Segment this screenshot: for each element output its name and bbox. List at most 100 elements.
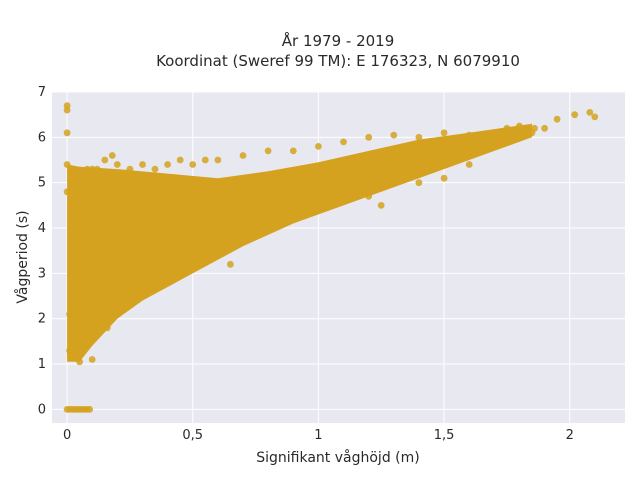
data-point (76, 358, 83, 366)
data-point (96, 215, 104, 223)
data-point (81, 229, 89, 237)
x-tick-labels: 0 0,5 1 1,5 2 (63, 428, 574, 443)
x-tick-label: 0 (63, 428, 71, 443)
data-point (101, 301, 109, 309)
data-point (415, 179, 423, 187)
dense-point-cloud (67, 123, 532, 362)
data-point (113, 161, 121, 168)
data-point (201, 192, 209, 200)
x-tick-label: 0,5 (182, 428, 203, 443)
data-point (377, 202, 385, 209)
data-point (365, 192, 373, 200)
y-tick-label: 6 (38, 130, 46, 145)
data-point (553, 115, 561, 123)
data-point (227, 260, 234, 268)
data-point (490, 138, 498, 146)
data-point (86, 220, 94, 227)
data-point (428, 152, 435, 159)
y-axis-title: Vågperiod (s) (14, 210, 31, 303)
data-point (315, 206, 322, 214)
data-point (289, 179, 297, 187)
data-point (76, 170, 83, 178)
data-point (93, 270, 101, 277)
y-tick-label: 5 (38, 176, 46, 191)
data-point (86, 406, 94, 413)
data-point (66, 310, 73, 318)
data-point (126, 165, 134, 173)
data-point (126, 215, 134, 223)
data-point (63, 129, 71, 137)
data-point (63, 188, 71, 196)
data-point (139, 265, 146, 273)
data-point (516, 122, 523, 130)
x-tick-label: 2 (566, 428, 574, 443)
data-point (264, 147, 272, 155)
data-point (68, 279, 76, 286)
data-point (83, 165, 91, 173)
data-point (591, 113, 599, 121)
data-point (189, 242, 197, 250)
data-point (151, 165, 159, 173)
data-point (571, 111, 579, 119)
data-point (93, 165, 101, 173)
data-point (164, 161, 172, 168)
data-point (586, 109, 594, 116)
data-point (88, 319, 96, 327)
data-point (440, 174, 448, 182)
data-point (164, 251, 172, 259)
data-point (76, 338, 83, 345)
data-point (390, 161, 398, 168)
data-point (68, 260, 76, 268)
data-point (465, 161, 473, 168)
data-point (73, 247, 81, 255)
data-point (71, 202, 78, 209)
chart-title-line-2: Koordinat (Sweref 99 TM): E 176323, N 60… (156, 52, 520, 70)
x-tick-label: 1 (314, 428, 322, 443)
y-tick-label: 1 (38, 357, 46, 372)
data-point (315, 143, 322, 150)
data-point (453, 147, 460, 155)
data-point (478, 143, 486, 150)
data-point (516, 133, 523, 141)
data-point (68, 351, 76, 359)
data-point (108, 152, 116, 159)
data-point (490, 129, 498, 137)
data-point (101, 156, 109, 164)
data-point (63, 106, 71, 114)
data-point (103, 324, 111, 332)
chart-title-line-1: År 1979 - 2019 (282, 31, 395, 50)
data-point (91, 211, 99, 218)
data-point (440, 129, 448, 137)
data-point (88, 356, 96, 363)
data-point (106, 224, 114, 232)
y-tick-label: 2 (38, 312, 46, 327)
data-point (63, 161, 71, 168)
x-tick-label: 1,5 (434, 428, 455, 443)
x-axis-title: Signifikant våghöjd (m) (256, 449, 419, 466)
data-point (415, 133, 423, 141)
data-point (214, 156, 222, 164)
y-tick-label: 7 (38, 85, 46, 100)
data-point (88, 165, 96, 173)
data-point (340, 138, 347, 146)
data-point (239, 152, 247, 159)
data-points (63, 102, 599, 413)
data-point (151, 206, 159, 214)
data-point (139, 161, 146, 168)
data-point (503, 124, 511, 132)
data-point (531, 124, 538, 132)
y-tick-label: 0 (38, 402, 46, 417)
data-point (289, 147, 297, 155)
data-point (264, 220, 272, 227)
data-point (189, 161, 197, 168)
data-point (541, 124, 548, 132)
data-point (176, 156, 184, 164)
data-point (119, 233, 126, 241)
data-point (365, 133, 373, 141)
data-point (171, 188, 179, 196)
data-point (252, 183, 259, 191)
y-tick-labels: 0 1 2 3 4 5 6 7 (38, 85, 46, 417)
data-point (465, 131, 473, 139)
data-point (340, 170, 347, 178)
